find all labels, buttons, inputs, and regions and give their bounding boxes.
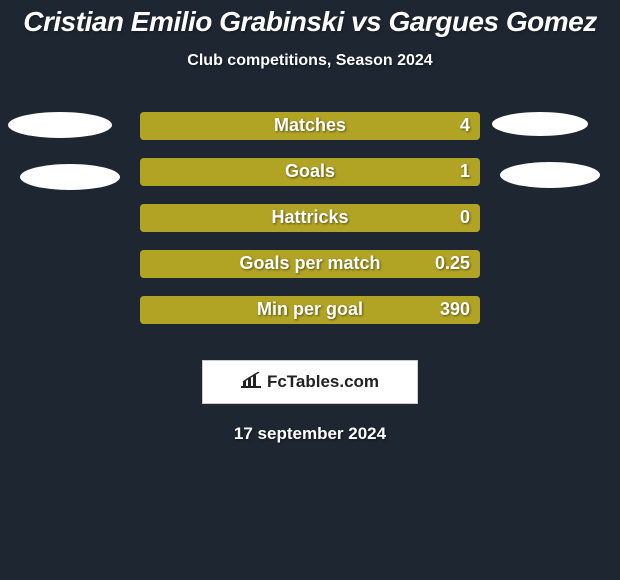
chart-area: Matches 4 Goals 1 Hattricks 0 Goals per … bbox=[0, 112, 620, 342]
logo-box: FcTables.com bbox=[202, 360, 418, 404]
logo-text: FcTables.com bbox=[267, 372, 379, 392]
comparison-chart: Cristian Emilio Grabinski vs Gargues Gom… bbox=[0, 0, 620, 580]
bar-fill bbox=[140, 158, 480, 186]
stat-row: Min per goal 390 bbox=[0, 296, 620, 342]
subtitle: Club competitions, Season 2024 bbox=[0, 52, 620, 70]
chart-icon bbox=[241, 372, 261, 393]
page-title: Cristian Emilio Grabinski vs Gargues Gom… bbox=[0, 0, 620, 38]
bar-fill bbox=[140, 112, 480, 140]
bar-fill bbox=[140, 296, 480, 324]
stat-row: Goals per match 0.25 bbox=[0, 250, 620, 296]
stat-row: Goals 1 bbox=[0, 158, 620, 204]
bar-fill bbox=[140, 204, 480, 232]
stat-row: Hattricks 0 bbox=[0, 204, 620, 250]
stat-row: Matches 4 bbox=[0, 112, 620, 158]
date-line: 17 september 2024 bbox=[0, 424, 620, 444]
bar-fill bbox=[140, 250, 480, 278]
